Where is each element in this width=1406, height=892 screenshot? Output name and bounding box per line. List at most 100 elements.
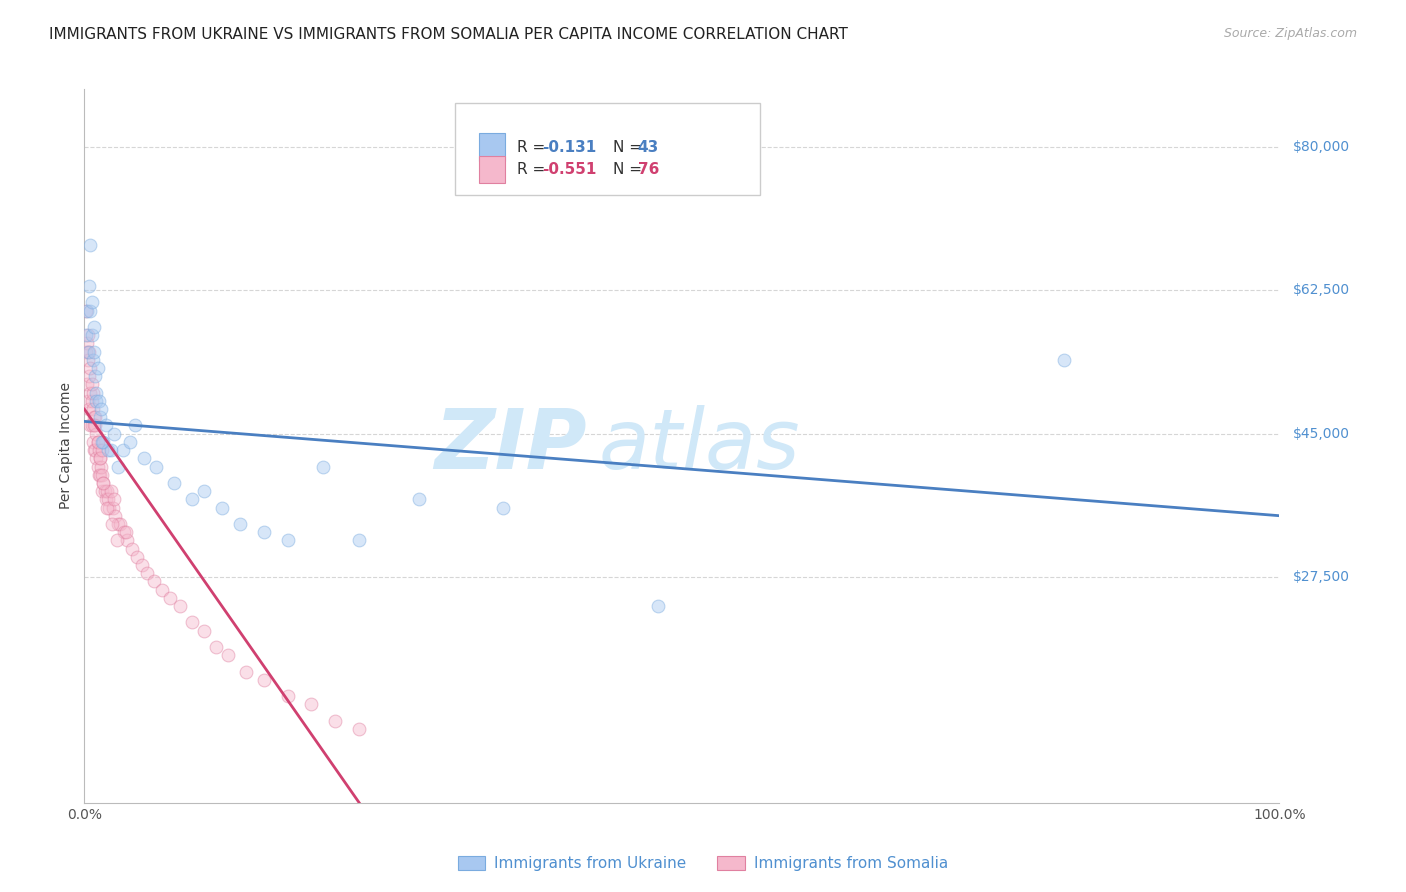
Point — [93, 475, 115, 490]
Point — [80, 377, 103, 392]
Text: R =: R = — [517, 139, 550, 154]
Point — [80, 418, 103, 433]
Point — [87, 393, 110, 408]
Point — [193, 484, 215, 499]
Point — [98, 500, 121, 515]
Point — [131, 558, 153, 572]
Point — [169, 599, 191, 613]
Point — [84, 410, 107, 425]
Point — [76, 377, 98, 392]
Point — [77, 369, 100, 384]
Text: $62,500: $62,500 — [1294, 283, 1351, 297]
Point — [79, 418, 101, 433]
Point — [100, 484, 122, 499]
Point — [86, 385, 108, 400]
Point — [235, 665, 257, 679]
Point — [96, 484, 118, 499]
Point — [76, 336, 98, 351]
Text: -0.551: -0.551 — [543, 162, 596, 178]
Text: $45,000: $45,000 — [1294, 426, 1350, 441]
Point — [86, 434, 108, 449]
Point — [89, 467, 111, 482]
Point — [89, 451, 111, 466]
Point — [91, 484, 114, 499]
Point — [93, 434, 115, 449]
Bar — [479, 134, 505, 161]
Point — [77, 344, 100, 359]
Point — [229, 516, 252, 531]
Text: ZIP: ZIP — [433, 406, 586, 486]
Point — [79, 361, 101, 376]
Point — [277, 689, 299, 703]
Point — [96, 500, 118, 515]
Point — [84, 418, 107, 433]
Point — [77, 328, 100, 343]
Point — [82, 352, 104, 367]
Text: $27,500: $27,500 — [1294, 570, 1350, 584]
Point — [82, 402, 104, 417]
Point — [90, 402, 112, 417]
Text: IMMIGRANTS FROM UKRAINE VS IMMIGRANTS FROM SOMALIA PER CAPITA INCOME CORRELATION: IMMIGRANTS FROM UKRAINE VS IMMIGRANTS FR… — [49, 27, 848, 42]
Point — [93, 475, 115, 490]
Point — [86, 361, 108, 376]
Point — [97, 443, 120, 458]
Point — [86, 426, 108, 441]
Point — [83, 344, 105, 359]
Text: N =: N = — [613, 139, 647, 154]
Text: 76: 76 — [638, 162, 659, 178]
Point — [94, 418, 117, 433]
Point — [91, 443, 114, 458]
Point — [80, 393, 103, 408]
Point — [87, 467, 110, 482]
Point — [121, 541, 143, 556]
Point — [103, 492, 125, 507]
Point — [83, 320, 105, 334]
Point — [163, 475, 186, 490]
Point — [91, 467, 114, 482]
Point — [492, 500, 515, 515]
Point — [103, 426, 125, 441]
Point — [75, 344, 97, 359]
Point — [253, 525, 276, 540]
Point — [97, 492, 120, 507]
Point — [112, 525, 135, 540]
Point — [100, 443, 122, 458]
Point — [77, 402, 100, 417]
Point — [253, 673, 276, 687]
Point — [77, 393, 100, 408]
Point — [101, 500, 124, 515]
Point — [145, 459, 167, 474]
Point — [77, 279, 100, 293]
Point — [325, 714, 347, 728]
Point — [83, 418, 105, 433]
Point — [181, 492, 204, 507]
Point — [312, 459, 335, 474]
Legend: Immigrants from Ukraine, Immigrants from Somalia: Immigrants from Ukraine, Immigrants from… — [451, 849, 955, 877]
Point — [349, 533, 371, 548]
Point — [159, 591, 181, 605]
Point — [107, 516, 129, 531]
Point — [205, 640, 228, 654]
Point — [110, 516, 132, 531]
Point — [94, 492, 117, 507]
FancyBboxPatch shape — [456, 103, 759, 194]
Point — [86, 393, 108, 408]
Point — [79, 303, 101, 318]
Point — [217, 648, 239, 662]
Point — [89, 451, 111, 466]
Point — [181, 615, 204, 630]
Point — [90, 459, 112, 474]
Point — [79, 385, 101, 400]
Point — [77, 352, 100, 367]
Text: atlas: atlas — [599, 406, 800, 486]
Point — [193, 624, 215, 638]
Bar — [479, 156, 505, 184]
Point — [91, 434, 114, 449]
Point — [349, 722, 371, 736]
Point — [117, 533, 139, 548]
Point — [87, 443, 110, 458]
Point — [1053, 352, 1076, 367]
Point — [118, 434, 141, 449]
Point — [132, 451, 156, 466]
Point — [111, 443, 134, 458]
